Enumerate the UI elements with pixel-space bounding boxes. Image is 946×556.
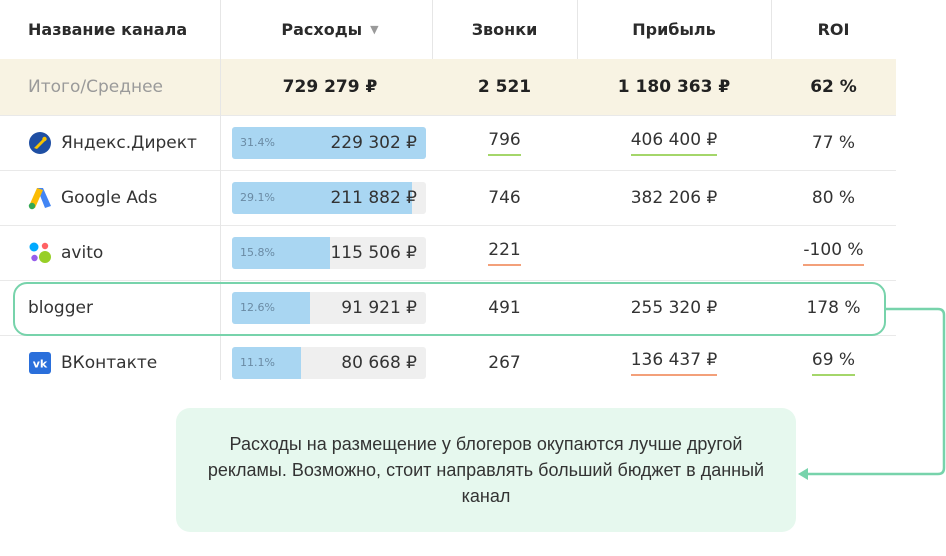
expense-share-fill <box>232 127 426 159</box>
column-divider <box>577 0 578 59</box>
channel-name-cell: avito <box>28 226 218 280</box>
calls-value: 221 <box>488 240 521 267</box>
column-header-expenses[interactable]: Расходы ▼ <box>281 20 379 39</box>
expense-share-percent: 11.1% <box>240 356 275 369</box>
expense-share-bar: 31.4% 229 302 ₽ <box>232 127 426 159</box>
column-header-roi[interactable]: ROI <box>817 20 850 39</box>
profit-value: 136 437 ₽ <box>630 350 718 377</box>
expense-share-percent: 31.4% <box>240 136 275 149</box>
yandex-direct-logo-icon <box>29 132 51 154</box>
calls-value: 796 <box>488 130 521 157</box>
sort-desc-icon[interactable]: ▼ <box>370 23 379 36</box>
expense-share-bar: 12.6% 91 921 ₽ <box>232 292 426 324</box>
expense-amount: 91 921 ₽ <box>341 298 417 318</box>
totals-row: Итого/Среднее 729 279 ₽ 2 521 1 180 363 … <box>0 59 896 115</box>
expense-share-percent: 15.8% <box>240 246 275 259</box>
column-divider <box>432 0 433 59</box>
table-header: Название канала Расходы ▼ Звонки Прибыль… <box>0 0 896 59</box>
profit-value: 406 400 ₽ <box>630 130 718 157</box>
expense-amount: 229 302 ₽ <box>330 133 417 153</box>
vk-logo-icon: vk <box>29 352 51 374</box>
table-row[interactable]: avito 15.8% 115 506 ₽ 221 -100 % <box>0 225 896 280</box>
arrow-head-icon <box>798 468 808 480</box>
expense-share-fill <box>232 237 330 269</box>
roi-value: 69 % <box>811 350 856 377</box>
channel-name-cell: vk ВКонтакте <box>28 336 218 390</box>
expense-share-fill <box>232 347 301 379</box>
channel-table: Название канала Расходы ▼ Звонки Прибыль… <box>0 0 896 380</box>
expense-share-bar: 29.1% 211 882 ₽ <box>232 182 426 214</box>
profit-value: 255 320 ₽ <box>630 298 718 318</box>
column-header-name[interactable]: Название канала <box>28 20 188 39</box>
expense-share-percent: 12.6% <box>240 301 275 314</box>
calls-value: 491 <box>488 298 521 318</box>
totals-expenses: 729 279 ₽ <box>282 77 378 97</box>
table-row[interactable]: Google Ads 29.1% 211 882 ₽ 746 382 206 ₽… <box>0 170 896 225</box>
roi-value: -100 % <box>803 240 864 267</box>
channel-name-cell: Яндекс.Директ <box>28 116 218 170</box>
totals-profit: 1 180 363 ₽ <box>617 77 731 97</box>
expense-share-percent: 29.1% <box>240 191 275 204</box>
expense-share-bar: 15.8% 115 506 ₽ <box>232 237 426 269</box>
column-divider <box>220 0 221 380</box>
column-header-calls[interactable]: Звонки <box>471 20 538 39</box>
expense-amount: 80 668 ₽ <box>341 353 417 373</box>
avito-logo-icon <box>29 242 51 263</box>
insight-callout: Расходы на размещение у блогеров окупают… <box>176 408 796 532</box>
table-row[interactable]: blogger 12.6% 91 921 ₽ 491 255 320 ₽ 178… <box>0 280 896 335</box>
roi-value: 77 % <box>811 133 856 153</box>
blogger-row-highlight <box>13 282 886 336</box>
channel-name-cell: blogger <box>28 298 93 318</box>
profit-value: 382 206 ₽ <box>630 188 718 208</box>
roi-value: 178 % <box>806 298 861 318</box>
totals-label: Итого/Среднее <box>28 77 163 97</box>
svg-text:vk: vk <box>33 358 48 371</box>
expense-share-fill <box>232 182 412 214</box>
roi-value: 80 % <box>811 188 856 208</box>
column-divider <box>771 0 772 59</box>
expense-amount: 211 882 ₽ <box>330 188 417 208</box>
expense-share-fill <box>232 292 310 324</box>
channel-name-cell: Google Ads <box>28 171 218 225</box>
expense-share-bar: 11.1% 80 668 ₽ <box>232 347 426 379</box>
totals-roi: 62 % <box>810 77 857 97</box>
google-ads-logo-icon <box>28 188 51 210</box>
column-header-profit[interactable]: Прибыль <box>632 20 716 39</box>
calls-value: 746 <box>488 188 521 208</box>
calls-value: 267 <box>488 353 521 373</box>
expense-amount: 115 506 ₽ <box>330 243 417 263</box>
table-row[interactable]: Яндекс.Директ 31.4% 229 302 ₽ 796 406 40… <box>0 115 896 170</box>
totals-calls: 2 521 <box>477 77 532 97</box>
